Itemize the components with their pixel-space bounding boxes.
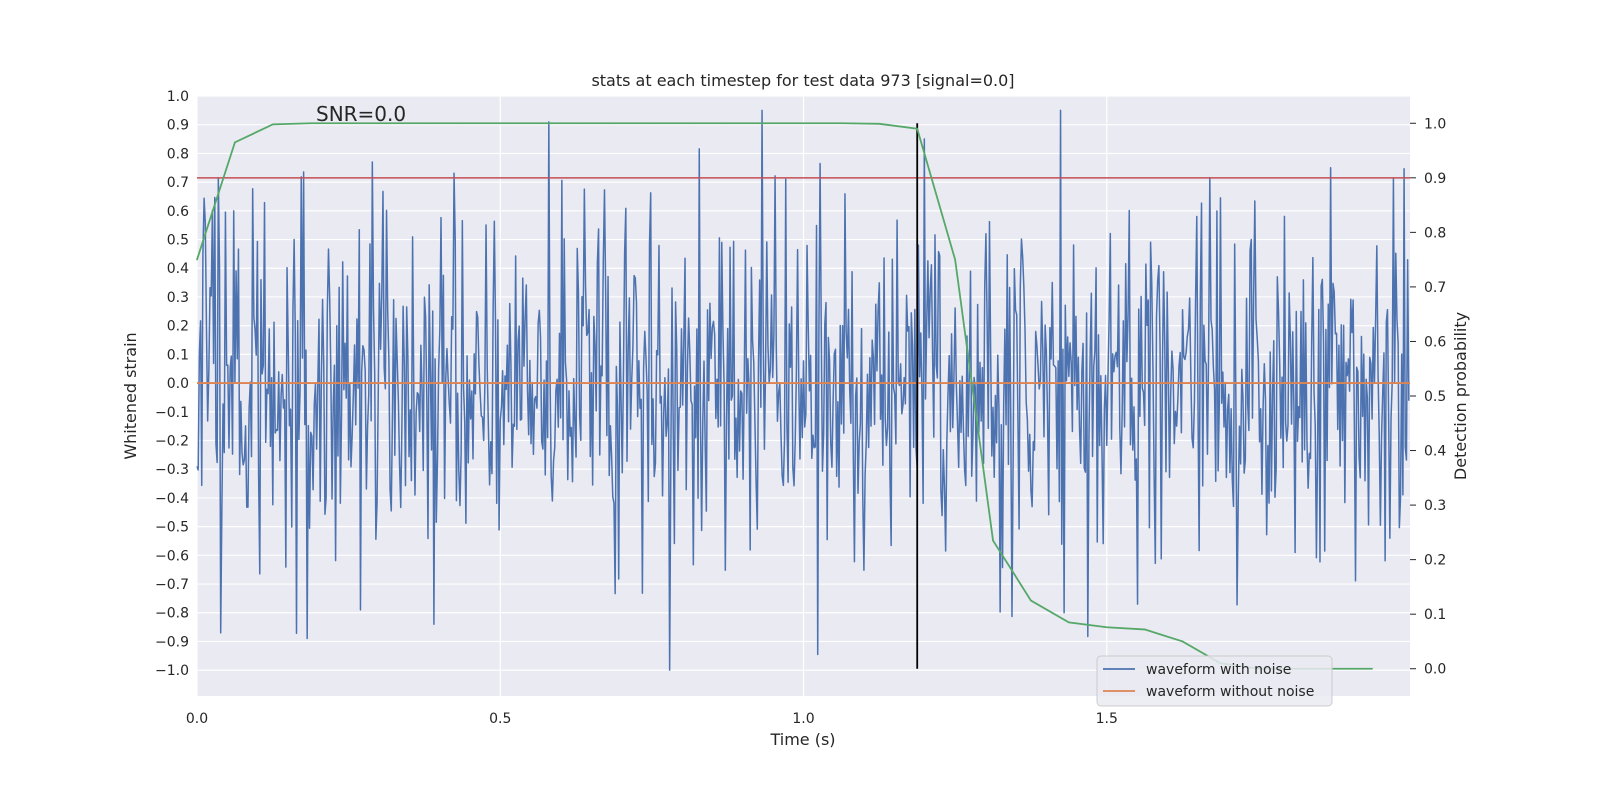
probability-point: [537, 122, 539, 125]
detection-probability-line: [196, 122, 1373, 670]
y-tick-label: −1.0: [155, 663, 189, 679]
probability-point: [1030, 599, 1032, 602]
x-axis-label: Time (s): [769, 730, 835, 749]
y2-tick-label: 0.1: [1424, 607, 1446, 623]
legend-label-noise: waveform with noise: [1146, 662, 1291, 678]
probability-point: [1068, 621, 1070, 624]
probability-point: [802, 122, 805, 125]
y-tick-label: −0.9: [155, 634, 189, 650]
probability-point: [575, 122, 577, 125]
legend: waveform with noise waveform without noi…: [1096, 655, 1333, 707]
probability-point: [272, 123, 274, 126]
probability-point: [651, 122, 653, 125]
probability-point: [234, 141, 236, 144]
probability-point: [764, 122, 767, 125]
probability-point: [726, 122, 729, 125]
probability-point: [840, 122, 843, 125]
legend-box: [1096, 655, 1333, 707]
y-tick-label: 0.7: [167, 175, 189, 191]
noise-waveform-line: [196, 109, 1410, 671]
y2-tick-label: 1.0: [1424, 116, 1446, 132]
probability-point: [613, 122, 615, 125]
overlay-lines: [196, 122, 1410, 670]
y-tick-label: 0.3: [167, 290, 189, 306]
probability-point: [992, 539, 994, 542]
snr-annotation: SNR=0.0: [316, 102, 406, 126]
x-tick-label: 1.5: [1096, 711, 1118, 727]
y-tick-label: 0.5: [167, 233, 189, 249]
probability-point: [1333, 667, 1335, 670]
probability-point: [916, 127, 919, 130]
y2-tick-label: 0.2: [1424, 553, 1446, 569]
probability-point: [1105, 626, 1108, 629]
y-tick-label: 0.1: [167, 347, 189, 363]
probability-point: [423, 122, 426, 125]
probability-point: [1181, 640, 1184, 643]
y-tick-label: 0.0: [167, 376, 189, 392]
legend-label-clean: waveform without noise: [1146, 684, 1314, 700]
y2-tick-label: 0.7: [1424, 280, 1446, 296]
y-tick-label: −0.5: [155, 520, 189, 536]
probability-point: [688, 122, 691, 125]
tick-labels: −1.0 −0.9 −0.8 −0.7 −0.6 −0.5 −0.4 −0.3 −0.2 −0.1…: [155, 89, 1446, 727]
y-tick-label: −0.6: [155, 548, 189, 564]
probability-point: [461, 122, 464, 125]
x-tick-label: 0.0: [186, 711, 208, 727]
y-tick-label: −0.8: [155, 606, 189, 622]
probability-point: [347, 122, 350, 125]
y-tick-label: −0.2: [155, 433, 189, 449]
y2-tick-label: 0.6: [1424, 334, 1446, 350]
y-axis-label: Whitened strain: [121, 332, 140, 459]
probability-point: [385, 122, 388, 125]
probability-point: [878, 123, 881, 125]
y-tick-label: −0.3: [155, 462, 189, 478]
y2-tick-label: 0.9: [1424, 171, 1446, 187]
chart-title: stats at each timestep for test data 973…: [591, 71, 1014, 90]
probability-point: [499, 122, 502, 125]
probability-point: [1143, 628, 1146, 631]
y-tick-label: 0.8: [167, 146, 189, 162]
probability-point: [196, 258, 198, 261]
y-tick-label: 0.9: [167, 118, 189, 134]
y-tick-label: 0.4: [167, 261, 189, 277]
x-tick-label: 0.5: [489, 711, 511, 727]
x-tick-label: 1.0: [792, 711, 814, 727]
y2-tick-label: 0.5: [1424, 389, 1446, 405]
y2-axis-label: Detection probability: [1451, 312, 1470, 480]
y2-tick-label: 0.8: [1424, 225, 1446, 241]
y-tick-label: 0.6: [167, 204, 189, 220]
probability-point: [954, 258, 956, 261]
y-tick-label: 1.0: [167, 89, 189, 105]
y2-tick-label: 0.3: [1424, 498, 1446, 514]
y-tick-label: −0.7: [155, 577, 189, 593]
y-tick-label: −0.1: [155, 405, 189, 421]
probability-point: [1371, 667, 1373, 670]
y2-tick-label: 0.0: [1424, 662, 1446, 678]
probability-point: [309, 122, 312, 125]
y2-tick-label: 0.4: [1424, 444, 1446, 460]
noise-series: [196, 109, 1410, 671]
y-tick-label: −0.4: [155, 491, 189, 507]
y-tick-label: 0.2: [167, 319, 189, 335]
